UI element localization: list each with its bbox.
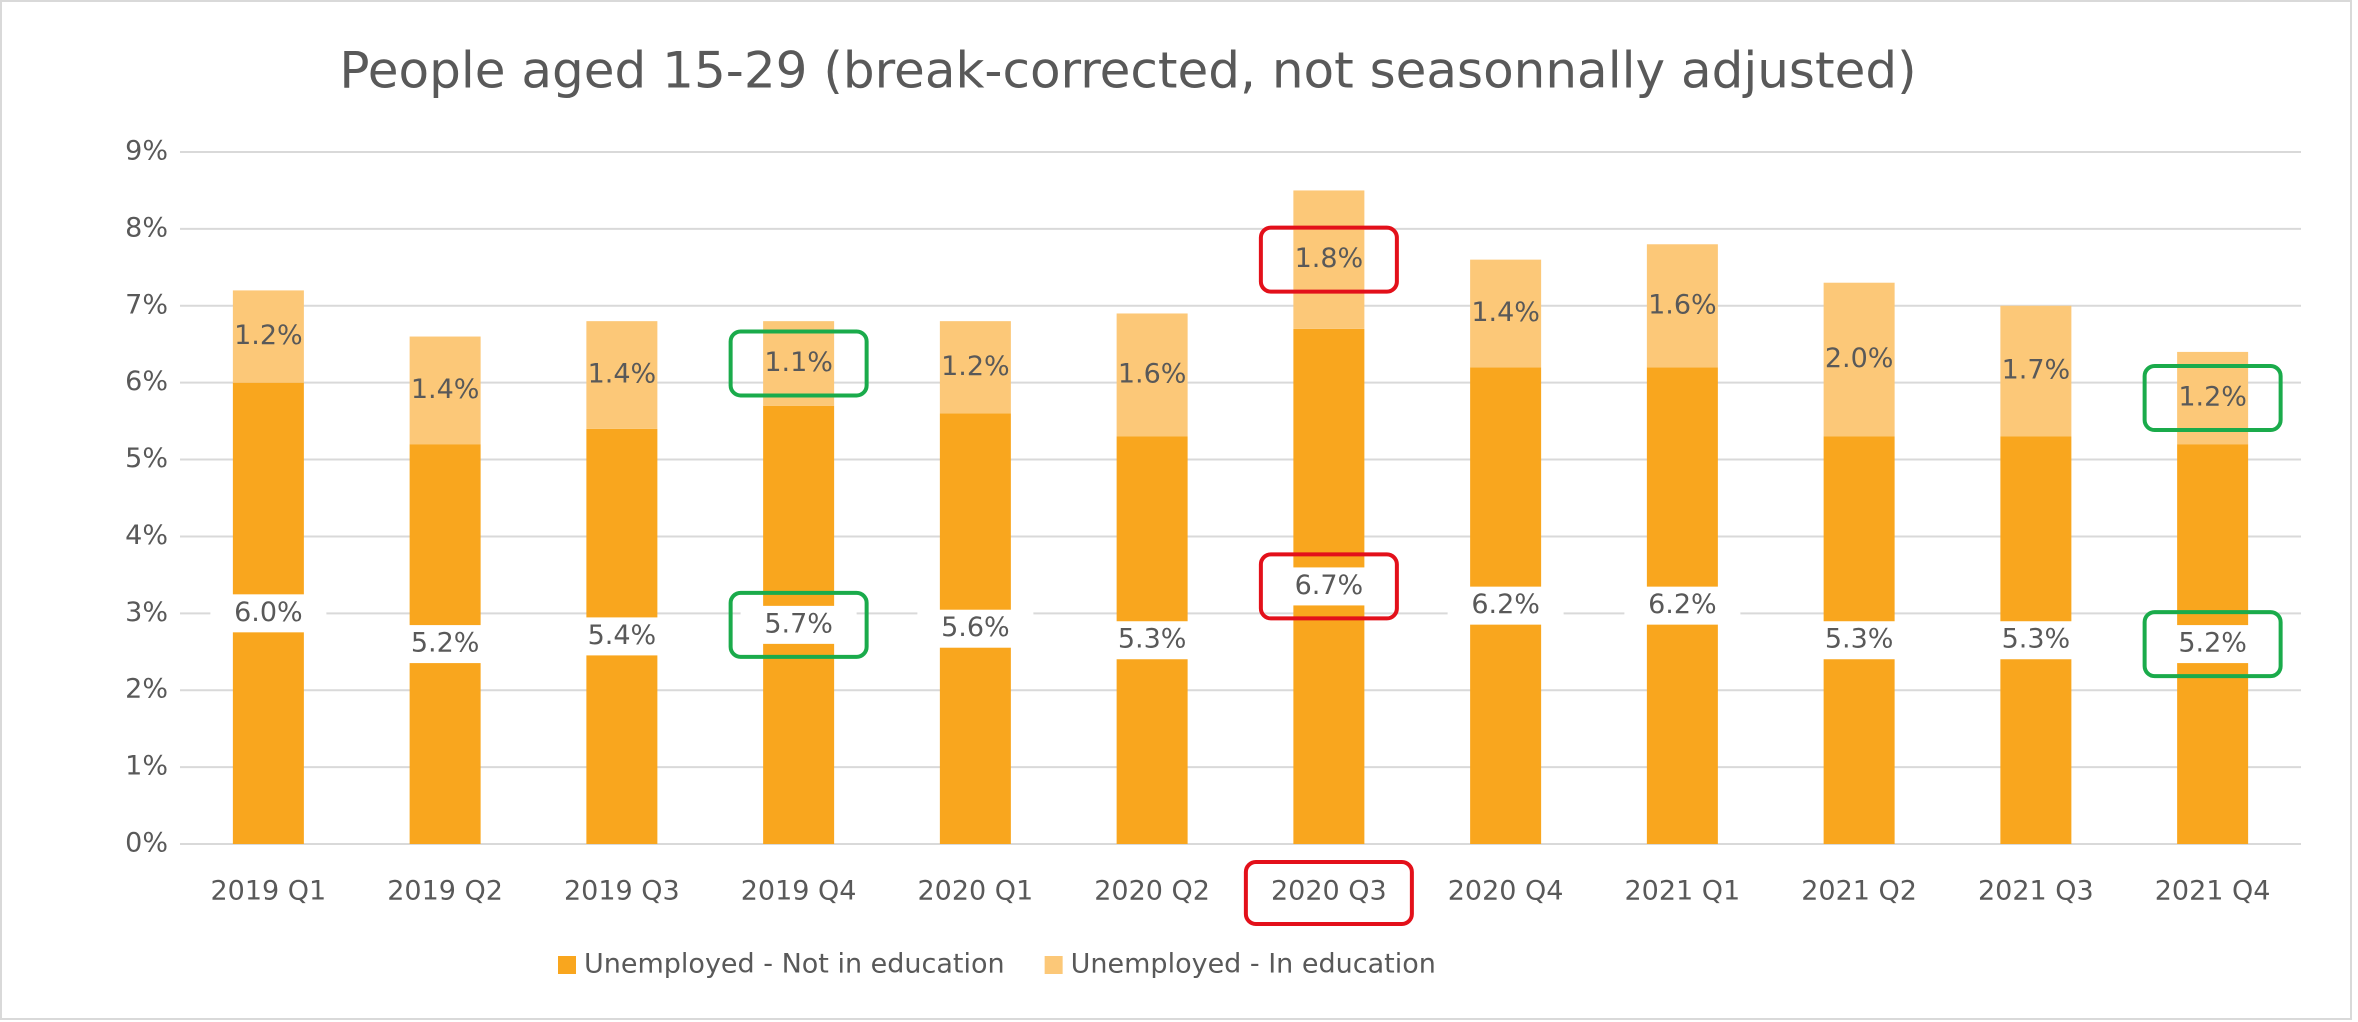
data-label: 5.3% xyxy=(1825,624,1894,655)
bar-segment xyxy=(2000,305,2072,437)
y-tick-label: 2% xyxy=(125,674,168,705)
y-tick-label: 7% xyxy=(125,289,168,320)
x-tick-label: 2021 Q3 xyxy=(1978,876,2094,907)
y-tick-label: 4% xyxy=(125,520,168,551)
bar-segment xyxy=(939,321,1011,414)
label-background xyxy=(387,625,504,664)
legend-label: Unemployed - Not in education xyxy=(584,949,1005,980)
highlight-box xyxy=(728,329,869,398)
bar-segment xyxy=(586,321,658,429)
y-tick-label: 0% xyxy=(125,828,168,859)
data-label: 1.1% xyxy=(764,347,833,378)
label-background xyxy=(2154,625,2271,664)
data-label: 6.2% xyxy=(1471,589,1540,620)
data-label: 1.6% xyxy=(1118,358,1187,389)
data-label: 5.3% xyxy=(2002,624,2071,655)
data-label: 5.4% xyxy=(588,620,657,651)
chart-title: People aged 15-29 (break-corrected, not … xyxy=(339,42,1916,100)
bar-segment xyxy=(1646,244,1718,368)
data-label: 6.0% xyxy=(234,597,303,628)
data-label: 1.4% xyxy=(588,358,657,389)
data-label: 1.7% xyxy=(2002,355,2071,386)
label-background xyxy=(1270,567,1387,606)
label-background xyxy=(917,609,1034,648)
legend-label: Unemployed - In education xyxy=(1071,949,1436,980)
label-background xyxy=(1447,586,1564,625)
bar-segment xyxy=(1470,259,1542,368)
x-tick-label: 2020 Q1 xyxy=(918,876,1034,907)
bar-segment xyxy=(763,321,835,406)
data-label: 5.2% xyxy=(411,628,480,659)
highlight-box xyxy=(728,590,869,659)
data-label: 1.8% xyxy=(1295,243,1364,274)
data-label: 1.6% xyxy=(1648,289,1717,320)
data-label: 5.6% xyxy=(941,612,1010,643)
data-label: 6.2% xyxy=(1648,589,1717,620)
data-label: 5.3% xyxy=(1118,624,1187,655)
x-tick-label: 2019 Q1 xyxy=(211,876,327,907)
x-tick-label: 2019 Q2 xyxy=(387,876,503,907)
data-label: 1.2% xyxy=(941,351,1010,382)
label-background xyxy=(210,594,327,633)
x-tick-label: 2021 Q2 xyxy=(1801,876,1917,907)
y-tick-label: 5% xyxy=(125,443,168,474)
bar-segment xyxy=(1823,282,1895,437)
y-tick-label: 8% xyxy=(125,212,168,243)
highlight-box xyxy=(2142,610,2283,679)
bar-segment xyxy=(232,290,304,383)
x-tick-label: 2020 Q3 xyxy=(1271,876,1387,907)
legend-swatch xyxy=(558,956,576,974)
highlight-box xyxy=(1243,860,1414,926)
data-label: 1.4% xyxy=(1471,297,1540,328)
x-tick-label: 2019 Q4 xyxy=(741,876,857,907)
highlight-box xyxy=(2142,364,2283,433)
y-tick-label: 3% xyxy=(125,597,168,628)
bar-segment xyxy=(1116,313,1188,437)
x-tick-label: 2021 Q1 xyxy=(1625,876,1741,907)
label-background xyxy=(1094,621,1211,660)
data-label: 1.2% xyxy=(2178,382,2247,413)
label-background xyxy=(740,605,857,644)
highlight-box xyxy=(1258,552,1399,621)
x-tick-label: 2020 Q4 xyxy=(1448,876,1564,907)
data-label: 1.4% xyxy=(411,374,480,405)
y-tick-label: 6% xyxy=(125,366,168,397)
data-label: 2.0% xyxy=(1825,343,1894,374)
label-background xyxy=(563,617,680,656)
x-tick-label: 2019 Q3 xyxy=(564,876,680,907)
label-background xyxy=(1624,586,1741,625)
label-background xyxy=(1801,621,1918,660)
x-tick-label: 2021 Q4 xyxy=(2155,876,2271,907)
y-tick-label: 1% xyxy=(125,751,168,782)
bar-segment xyxy=(1293,190,1365,329)
highlight-box xyxy=(1258,225,1399,294)
data-label: 6.7% xyxy=(1295,570,1364,601)
legend-swatch xyxy=(1044,956,1063,974)
data-label: 5.7% xyxy=(764,608,833,639)
x-tick-label: 2020 Q2 xyxy=(1094,876,1210,907)
label-background xyxy=(1977,621,2094,660)
data-label: 1.2% xyxy=(234,320,303,351)
bar-segment xyxy=(409,336,481,445)
data-label: 5.2% xyxy=(2178,628,2247,659)
y-tick-label: 9% xyxy=(125,136,168,167)
